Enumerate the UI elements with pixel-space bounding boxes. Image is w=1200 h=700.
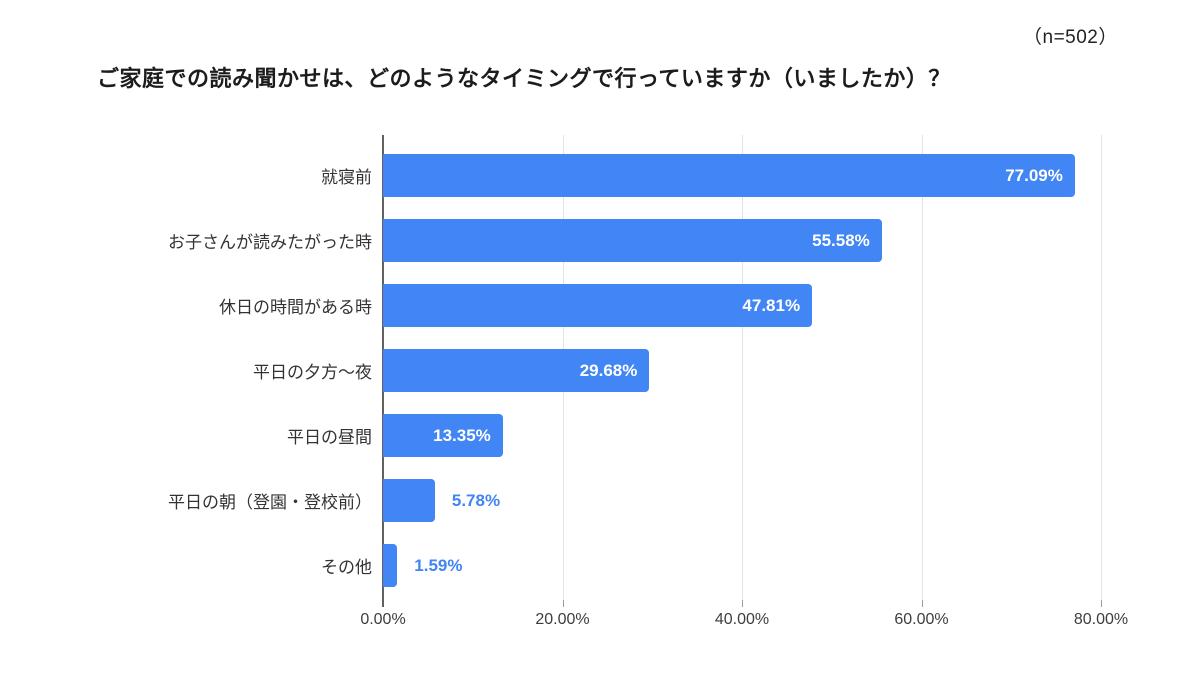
- tick-mark: [1101, 600, 1102, 607]
- bar-value-label: 47.81%: [742, 295, 801, 315]
- bar: [383, 544, 398, 587]
- category-label: 平日の夕方〜夜: [253, 363, 372, 382]
- chart-title: ご家庭での読み聞かせは、どのようなタイミングで行っていますか（いましたか）？: [97, 66, 951, 91]
- category-label: お子さんが読みたがった時: [168, 233, 372, 252]
- tick-mark: [562, 600, 564, 607]
- sample-size-label: （n=502）: [1023, 27, 1118, 48]
- category-label: その他: [321, 558, 372, 577]
- bar-track: 47.81%: [383, 284, 1101, 327]
- tick-mark: [742, 600, 743, 607]
- bar-value-label: 29.68%: [579, 360, 638, 380]
- bar: 29.68%: [383, 349, 650, 392]
- bar-row: 就寝前 77.09%: [97, 143, 1101, 208]
- category-label: 平日の昼間: [287, 428, 372, 447]
- bar: 13.35%: [383, 414, 503, 457]
- bar-value-label: 13.35%: [433, 425, 491, 445]
- bar-track: 77.09%: [383, 154, 1101, 197]
- bar-value-label: 55.58%: [812, 230, 870, 250]
- x-tick-label: 20.00%: [535, 611, 590, 628]
- x-tick-label: 80.00%: [1073, 611, 1129, 628]
- bar: [383, 479, 435, 522]
- tick-mark: [921, 600, 923, 607]
- gridline: [742, 135, 743, 600]
- bar-value-label: 1.59%: [414, 555, 463, 575]
- bar-track: 1.59%: [383, 544, 1101, 587]
- gridline: [921, 135, 923, 600]
- bar-track: 55.58%: [383, 219, 1101, 262]
- bar-track: 5.78%: [383, 479, 1101, 522]
- bar-track: 13.35%: [383, 414, 1101, 457]
- category-label: 就寝前: [321, 168, 372, 187]
- bar-row: お子さんが読みたがった時 55.58%: [97, 208, 1101, 273]
- category-label: 休日の時間がある時: [219, 298, 372, 317]
- x-tick-label: 60.00%: [894, 611, 949, 628]
- category-label: 平日の朝（登園・登校前）: [168, 493, 372, 512]
- bar-row: 平日の夕方〜夜 29.68%: [97, 338, 1101, 403]
- bar: 47.81%: [383, 284, 813, 327]
- bar-row: 平日の朝（登園・登校前） 5.78%: [97, 468, 1101, 533]
- bar: 77.09%: [383, 154, 1075, 197]
- x-tick-label: 40.00%: [714, 611, 770, 628]
- bar-row: その他 1.59%: [97, 533, 1101, 598]
- gridline: [1101, 135, 1102, 600]
- bar-row: 休日の時間がある時 47.81%: [97, 273, 1101, 338]
- bar-value-label: 5.78%: [451, 490, 501, 510]
- x-tick-label: 0.00%: [360, 611, 406, 628]
- bar: 55.58%: [383, 219, 882, 262]
- bar-row: 平日の昼間 13.35%: [97, 403, 1101, 468]
- bar-value-label: 77.09%: [1005, 165, 1063, 185]
- bar-track: 29.68%: [383, 349, 1101, 392]
- bar-rows: 就寝前 77.09% お子さんが読みたがった時 55.58% 休日の時間がある時 47.8…: [97, 143, 1101, 598]
